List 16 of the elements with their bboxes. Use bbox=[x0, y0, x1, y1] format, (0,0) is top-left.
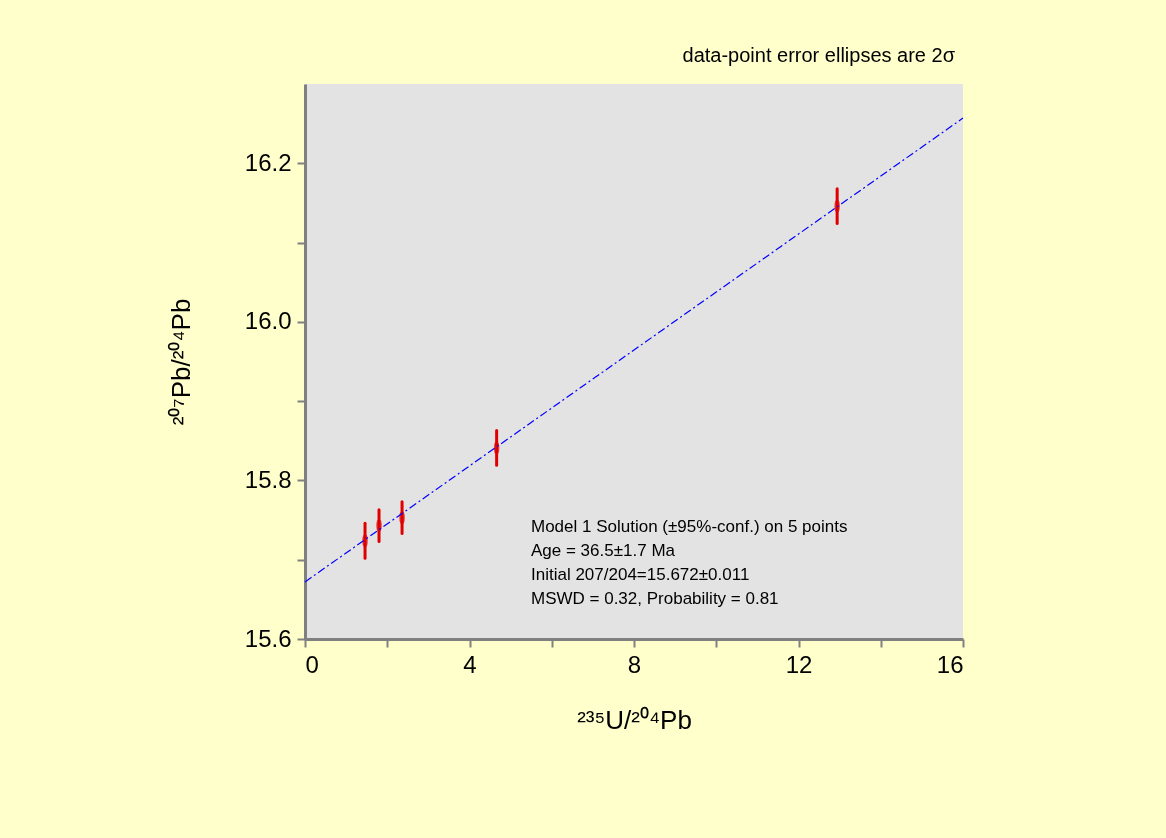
annotation: Model 1 Solution (±95%-conf.) on 5 points bbox=[531, 517, 848, 536]
annotation: MSWD = 0.32, Probability = 0.81 bbox=[531, 589, 779, 608]
x-axis-title: ²³⁵U/²⁰⁴Pb bbox=[577, 704, 692, 735]
x-tick-label: 12 bbox=[785, 650, 813, 678]
y-tick-label: 15.8 bbox=[244, 465, 292, 493]
y-axis-title: ²⁰⁷Pb/²⁰⁴Pb bbox=[165, 298, 196, 426]
annotation: Age = 36.5±1.7 Ma bbox=[531, 541, 676, 560]
text: data-point error ellipses are 2σ bbox=[682, 44, 956, 66]
y-tick-label: 16.0 bbox=[244, 307, 292, 335]
x-tick-label: 16 bbox=[936, 650, 964, 678]
x-tick-label: 4 bbox=[463, 650, 477, 678]
y-tick-label: 15.6 bbox=[244, 624, 292, 652]
y-tick-label: 16.2 bbox=[244, 148, 292, 176]
x-tick-label: 8 bbox=[627, 650, 642, 678]
x-tick-label: 0 bbox=[305, 650, 319, 678]
annotation: Initial 207/204=15.672±0.011 bbox=[531, 565, 750, 584]
